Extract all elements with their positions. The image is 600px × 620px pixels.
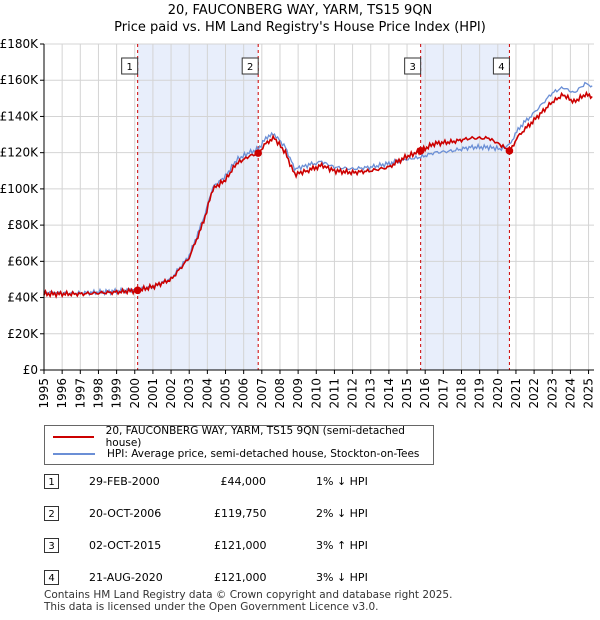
sale-label-box: [404, 57, 422, 75]
ownership-period-shade: [137, 44, 259, 370]
y-tick-label: £160K: [0, 73, 39, 87]
x-tick-label: 2023: [545, 378, 559, 409]
sale-point: [505, 147, 514, 155]
y-tick-label: £20K: [7, 327, 39, 341]
transaction-date: 20-OCT-2006: [89, 507, 162, 520]
x-tick-label: 2021: [509, 378, 523, 409]
transaction-price: £121,000: [214, 571, 267, 584]
transaction-price: £121,000: [214, 539, 267, 552]
y-tick-label: £140K: [0, 109, 39, 123]
y-tick-label: £60K: [7, 254, 39, 268]
transaction-hpi-diff: 2% ↓ HPI: [316, 507, 368, 520]
x-tick-label: 2009: [291, 378, 305, 409]
legend-label-hpi: HPI: Average price, semi-detached house,…: [107, 448, 420, 460]
x-tick-label: 2025: [582, 378, 596, 409]
ownership-period-shade: [420, 44, 510, 370]
x-tick-label: 2011: [327, 378, 341, 409]
price-chart: 20, FAUCONBERG WAY, YARM, TS15 9QN Price…: [0, 3, 596, 409]
x-tick-label: 1998: [91, 378, 105, 409]
transaction-hpi-diff: 3% ↓ HPI: [316, 571, 368, 584]
x-tick-label: 1996: [55, 378, 69, 409]
x-tick-label: 2000: [128, 378, 142, 409]
table-row: 1 29-FEB-2000 £44,000 1% ↓ HPI: [44, 473, 384, 505]
transaction-price: £44,000: [220, 475, 267, 488]
x-tick-label: 2019: [473, 378, 487, 409]
y-tick-label: £180K: [0, 37, 39, 51]
x-tick-label: 2015: [400, 378, 414, 409]
x-tick-label: 2006: [237, 378, 251, 409]
table-row: 4 21-AUG-2020 £121,000 3% ↓ HPI: [44, 569, 384, 601]
sale-label-box: [241, 57, 259, 75]
x-tick-label: 2024: [563, 378, 577, 409]
sale-label-box: [492, 57, 510, 75]
y-tick-label: £120K: [0, 146, 39, 160]
transaction-hpi-diff: 1% ↓ HPI: [316, 475, 368, 488]
chart-title: 20, FAUCONBERG WAY, YARM, TS15 9QN: [168, 3, 433, 18]
sale-label-box: [121, 57, 139, 75]
property-price-line: [43, 90, 593, 299]
y-tick-label: £100K: [0, 182, 39, 196]
sale-point: [416, 147, 425, 155]
legend-item-property: 20, FAUCONBERG WAY, YARM, TS15 9QN (semi…: [53, 425, 433, 449]
table-row: 3 02-OCT-2015 £121,000 3% ↑ HPI: [44, 537, 384, 569]
transaction-number: 1: [44, 474, 59, 489]
x-tick-label: 2016: [418, 378, 432, 409]
transaction-hpi-diff: 3% ↑ HPI: [316, 539, 368, 552]
transactions-table: 1 29-FEB-2000 £44,000 1% ↓ HPI 2 20-OCT-…: [44, 473, 384, 601]
x-tick-label: 1995: [37, 378, 51, 409]
y-tick-label: £0: [23, 363, 38, 377]
transaction-date: 29-FEB-2000: [89, 475, 160, 488]
y-tick-label: £80K: [7, 218, 39, 232]
footer-licence: This data is licensed under the Open Gov…: [44, 601, 379, 613]
chart-subtitle: Price paid vs. HM Land Registry's House …: [114, 20, 486, 35]
x-tick-label: 2013: [364, 378, 378, 409]
x-tick-label: 2008: [273, 378, 287, 409]
legend-swatch-property: [53, 436, 94, 438]
x-tick-label: 2001: [146, 378, 160, 409]
sale-label: 3: [409, 62, 415, 73]
x-tick-label: 2003: [182, 378, 196, 409]
legend-swatch-hpi: [53, 453, 95, 455]
sale-label: 1: [126, 62, 132, 73]
legend-label-property: 20, FAUCONBERG WAY, YARM, TS15 9QN (semi…: [105, 425, 405, 449]
x-tick-label: 2014: [382, 378, 396, 409]
sale-label: 2: [247, 62, 253, 73]
x-tick-label: 2017: [436, 378, 450, 409]
transaction-number: 4: [44, 570, 59, 585]
table-row: 2 20-OCT-2006 £119,750 2% ↓ HPI: [44, 505, 384, 537]
transaction-number: 2: [44, 506, 59, 521]
footer: Contains HM Land Registry data © Crown c…: [44, 589, 452, 613]
sale-point: [133, 286, 142, 295]
x-tick-label: 1999: [110, 378, 124, 409]
x-tick-label: 2004: [200, 378, 214, 409]
transaction-date: 21-AUG-2020: [89, 571, 163, 584]
sale-point: [254, 149, 262, 157]
legend: 20, FAUCONBERG WAY, YARM, TS15 9QN (semi…: [44, 425, 434, 465]
x-tick-label: 2005: [219, 378, 233, 409]
x-tick-label: 2010: [309, 378, 323, 409]
transaction-date: 02-OCT-2015: [89, 539, 162, 552]
x-tick-label: 2020: [491, 378, 505, 409]
transaction-number: 3: [44, 538, 59, 553]
x-tick-label: 1997: [73, 378, 87, 409]
transaction-price: £119,750: [214, 507, 267, 520]
legend-item-hpi: HPI: Average price, semi-detached house,…: [53, 446, 419, 462]
y-tick-label: £40K: [7, 291, 39, 305]
x-tick-label: 2012: [346, 378, 360, 409]
x-tick-label: 2002: [164, 378, 178, 409]
sale-label: 4: [498, 62, 504, 73]
x-tick-label: 2018: [454, 378, 468, 409]
footer-copyright: Contains HM Land Registry data © Crown c…: [44, 589, 453, 601]
x-tick-label: 2022: [527, 378, 541, 409]
x-tick-label: 2007: [255, 378, 269, 409]
